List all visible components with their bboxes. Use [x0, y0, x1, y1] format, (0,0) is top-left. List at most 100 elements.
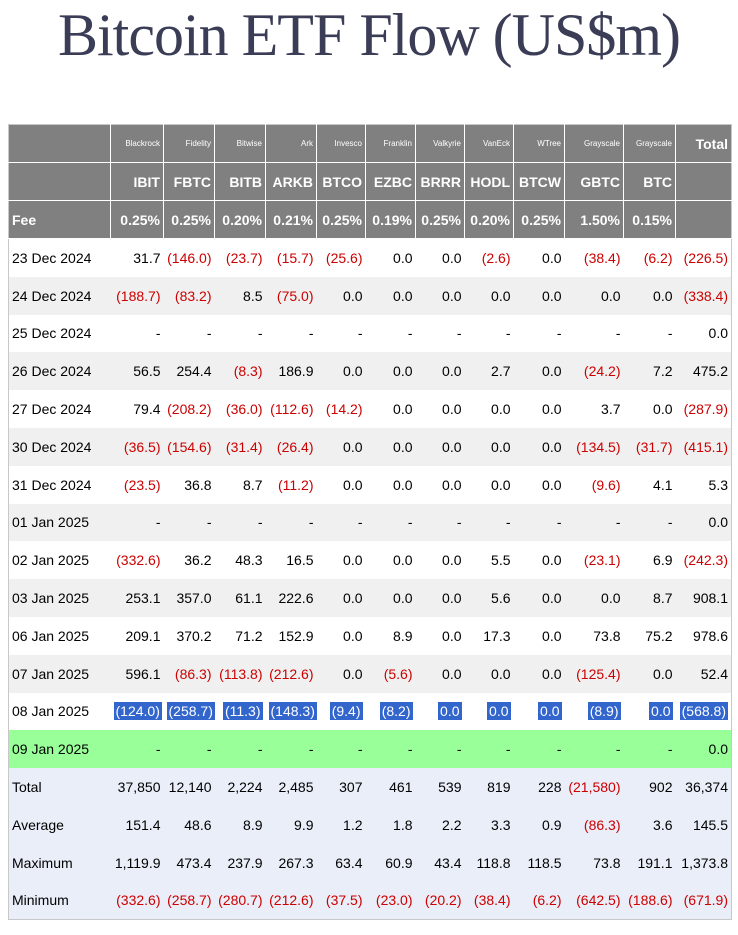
flow-cell[interactable]: 0.0	[415, 692, 465, 731]
table-row[interactable]: 07 Jan 2025 596.1 (86.3) (113.8) (212.6) 0.0 (…	[8, 654, 732, 693]
summary-cell: (86.3)	[564, 805, 624, 844]
row-date: 26 Dec 2024	[8, 352, 111, 391]
flow-value: (226.5)	[683, 249, 728, 266]
table-row[interactable]: 25 Dec 2024 - - - - - - - - - - - 0.0	[8, 314, 732, 353]
flow-value: 8.7	[243, 476, 263, 493]
flow-cell[interactable]: 0.0	[513, 692, 565, 731]
flow-cell: 0.0	[513, 276, 565, 315]
header-corner	[8, 124, 111, 163]
flow-value: -	[505, 514, 511, 531]
ticker-header: IBIT	[110, 162, 164, 201]
flow-value: 8.5	[243, 287, 263, 304]
flow-value: 0.0	[442, 590, 462, 607]
flow-cell: 8.7	[623, 579, 676, 617]
flow-cell: -	[316, 503, 366, 542]
flow-cell: 222.6	[265, 579, 317, 617]
flow-cell: 0.0	[513, 541, 565, 580]
total-column-header: Total	[675, 124, 732, 163]
flow-cell: 0.0	[365, 427, 416, 466]
flow-value: (148.3)	[268, 702, 317, 721]
flow-value: (86.3)	[174, 665, 212, 682]
flow-value: 596.1	[125, 665, 161, 682]
flow-cell: (9.6)	[564, 465, 624, 504]
table-row[interactable]: 02 Jan 2025 (332.6) 36.2 48.3 16.5 0.0 0.0 0.0 5…	[8, 541, 732, 580]
summary-cell: (671.9)	[675, 881, 732, 920]
flow-cell[interactable]: (148.3)	[265, 692, 317, 731]
flow-value: 8.7	[653, 590, 673, 607]
flow-cell: (8.3)	[214, 352, 266, 391]
flow-cell: (6.2)	[623, 238, 676, 277]
flow-cell: -	[265, 730, 317, 769]
flow-value: 0.0	[393, 401, 413, 418]
flow-cell: 0.0	[564, 276, 624, 315]
flow-cell: -	[365, 730, 416, 769]
flow-cell: 8.5	[214, 276, 266, 315]
flow-value: (9.6)	[591, 476, 621, 493]
flow-cell: 0.0	[415, 654, 465, 693]
flow-cell[interactable]: (9.4)	[316, 692, 366, 731]
table-row[interactable]: 27 Dec 2024 79.4 (208.2) (36.0) (112.6) (14.2…	[8, 390, 732, 428]
flow-value: -	[505, 325, 511, 342]
table-row[interactable]: 30 Dec 2024 (36.5) (154.6) (31.4) (26.4) 0.0 0…	[8, 427, 732, 466]
flow-value: 5.3	[708, 476, 728, 493]
flow-cell: 0.0	[415, 238, 465, 277]
flow-cell: 0.0	[365, 579, 416, 617]
table-row[interactable]: 08 Jan 2025 (124.0) (258.7) (11.3) (148.3) (9…	[8, 692, 732, 731]
flow-value: -	[615, 325, 621, 342]
issuer-header: Grayscale	[564, 124, 624, 163]
flow-cell: 0.0	[513, 238, 565, 277]
flow-value: (5.6)	[383, 665, 413, 682]
flow-value: 0.0	[393, 249, 413, 266]
flow-value: 0.0	[343, 476, 363, 493]
flow-cell: 56.5	[110, 352, 164, 391]
table-row[interactable]: 26 Dec 2024 56.5 254.4 (8.3) 186.9 0.0 0.0 0.0 2…	[8, 352, 732, 391]
table-row[interactable]: 09 Jan 2025 - - - - - - - - - - - 0.0	[8, 730, 732, 769]
table-row[interactable]: 23 Dec 2024 31.7 (146.0) (23.7) (15.7) (25.6)…	[8, 238, 732, 277]
flow-cell[interactable]: (258.7)	[163, 692, 215, 731]
summary-cell: (212.6)	[265, 881, 317, 920]
flow-cell: -	[415, 503, 465, 542]
summary-cell: (258.7)	[163, 881, 215, 920]
flow-cell[interactable]: 0.0	[464, 692, 514, 731]
flow-value: 0.0	[601, 590, 621, 607]
flow-cell[interactable]: (124.0)	[110, 692, 164, 731]
flow-cell[interactable]: (8.9)	[564, 692, 624, 731]
summary-label: Total	[8, 768, 111, 806]
flow-cell: -	[365, 503, 416, 542]
flow-cell: 0.0	[365, 238, 416, 277]
flow-cell: (31.7)	[623, 427, 676, 466]
flow-value: 0.0	[653, 287, 673, 304]
flow-value: (154.6)	[167, 438, 212, 455]
flow-value: (338.4)	[683, 287, 728, 304]
summary-row: Average 151.4 48.6 8.9 9.9 1.2 1.8 2.2 3.3 0.9 (86…	[8, 805, 732, 844]
flow-value: (75.0)	[276, 287, 314, 304]
flow-value: 0.0	[442, 363, 462, 380]
table-row[interactable]: 31 Dec 2024 (23.5) 36.8 8.7 (11.2) 0.0 0.0 0.0 0…	[8, 465, 732, 504]
flow-cell[interactable]: (8.2)	[365, 692, 416, 731]
flow-value: 0.0	[708, 741, 728, 758]
table-row[interactable]: 03 Jan 2025 253.1 357.0 61.1 222.6 0.0 0.0 0.0 5…	[8, 579, 732, 617]
flow-value: -	[206, 325, 212, 342]
fee-value: 0.20%	[464, 200, 514, 239]
flow-cell[interactable]: 0.0	[623, 692, 676, 731]
flow-value: 0.0	[343, 363, 363, 380]
table-row[interactable]: 24 Dec 2024 (188.7) (83.2) 8.5 (75.0) 0.0 0.0 0…	[8, 276, 732, 315]
flow-value: 2.7	[491, 363, 511, 380]
row-total-cell[interactable]: (568.8)	[675, 692, 732, 731]
flow-value: 0.0	[491, 287, 511, 304]
flow-cell: 0.0	[464, 654, 514, 693]
row-total-cell: 908.1	[675, 579, 732, 617]
flow-cell: -	[513, 730, 565, 769]
summary-cell: (6.2)	[513, 881, 565, 920]
flow-value: (125.4)	[576, 665, 621, 682]
flow-cell: 71.2	[214, 616, 266, 655]
table-row[interactable]: 01 Jan 2025 - - - - - - - - - - - 0.0	[8, 503, 732, 542]
ticker-header: BRRR	[415, 162, 465, 201]
table-row[interactable]: 06 Jan 2025 209.1 370.2 71.2 152.9 0.0 8.9 0.0 1…	[8, 616, 732, 655]
flow-value: (188.7)	[116, 287, 161, 304]
summary-cell: 12,140	[163, 768, 215, 806]
flow-value: 0.0	[438, 702, 462, 721]
flow-cell: 0.0	[365, 465, 416, 504]
flow-value: 36.8	[184, 476, 212, 493]
flow-cell[interactable]: (11.3)	[214, 692, 266, 731]
